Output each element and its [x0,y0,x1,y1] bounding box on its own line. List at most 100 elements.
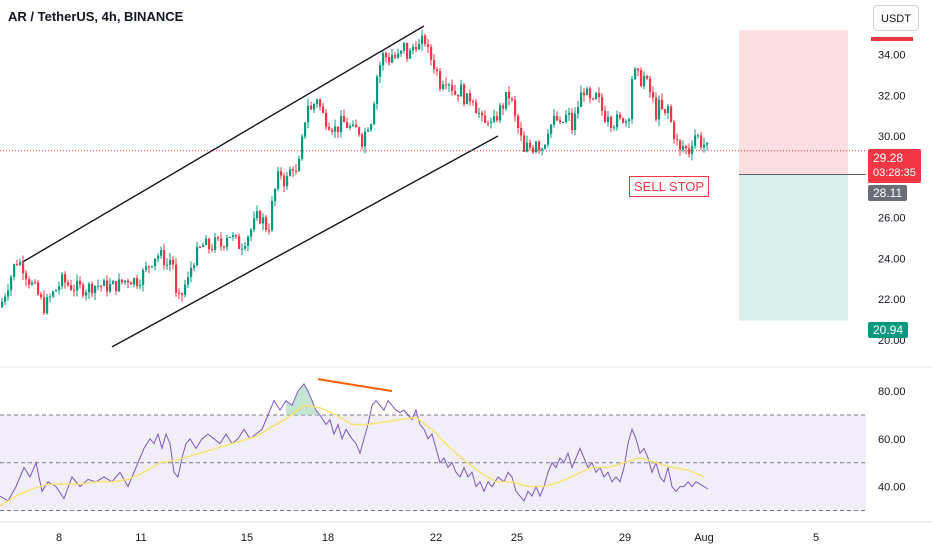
candle-body [697,135,700,137]
candle-body [562,122,565,124]
candle-body [505,91,508,109]
candle-body [196,246,199,266]
candle-body [358,127,361,135]
candle-body [667,106,670,114]
candle-body [142,270,145,285]
candle-body [520,128,523,136]
candle-body [439,71,442,89]
candle-body [652,92,655,98]
candle-body [238,236,241,249]
candle-body [289,169,292,176]
candle-body [112,281,115,285]
candle-body [316,99,319,104]
bar-countdown: 03:28:35 [873,167,916,179]
rsi-tick-label: 80.00 [878,386,906,398]
time-tick-label: Aug [694,532,714,544]
candle-body [64,274,67,283]
candle-body [61,274,64,287]
time-tick-label: 5 [813,532,819,544]
candle-body [346,122,349,128]
candle-body [517,115,520,129]
candle-body [649,78,652,93]
time-axis[interactable]: 8 11 15 18 22 25 29 Aug 5 [0,521,932,544]
candle-body [367,129,370,132]
candle-body [52,291,55,297]
rsi-tick-label: 40.00 [878,482,906,494]
candle-body [496,116,499,121]
candle-body [670,106,673,122]
candle-body [682,146,685,150]
symbol-title[interactable]: AR / TetherUS, 4h, BINANCE [8,9,184,24]
candle-body [67,282,70,286]
candle-body [499,105,502,121]
candle-body [109,284,112,292]
entry-price-tag: 28.11 [868,185,908,201]
candle-body [673,121,676,140]
candle-body [85,292,88,296]
candle-body [331,129,334,132]
candle-body [118,279,121,292]
candle-body [451,84,454,91]
candle-body [481,112,484,116]
take-profit-zone[interactable] [739,174,848,321]
candle-body [166,264,169,266]
rsi-pane[interactable]: 40.00 60.00 80.00 [0,378,906,511]
candle-body [115,281,118,292]
channel-lower-line[interactable] [111,135,499,348]
candle-body [637,68,640,71]
candle-body [502,105,505,109]
candle-body [454,90,457,95]
candle-body [211,249,214,251]
candle-body [181,293,184,295]
candle-body [37,282,40,295]
current-price-tag: 29.28 03:28:35 [868,149,921,183]
candle-body [235,235,238,237]
time-tick-label: 22 [430,532,442,544]
candle-body [382,53,385,66]
candle-body [478,112,481,114]
ascending-channel[interactable] [21,25,499,348]
candle-body [253,218,256,230]
candle-body [415,46,418,50]
candle-body [607,116,610,122]
candle-body [76,280,79,291]
time-tick-label: 8 [56,532,62,544]
short-position-zones[interactable] [739,30,848,321]
candle-body [283,175,286,187]
candle-body [133,278,136,285]
candle-body [406,42,409,59]
candle-body [151,266,154,268]
candle-body [343,116,346,123]
candle-body [514,99,517,116]
candle-body [298,158,301,172]
candle-body [457,94,460,97]
candle-body [535,141,538,153]
candle-body [595,93,598,100]
candlestick-series [1,29,709,315]
candle-body [250,229,253,237]
price-tick-label: 30.00 [878,131,906,143]
candle-body [214,237,217,250]
channel-upper-line[interactable] [21,25,425,263]
candle-body [280,171,283,176]
price-tick-label: 32.00 [878,90,906,102]
candle-body [19,262,22,265]
candle-body [394,55,397,58]
candle-body [577,106,580,114]
candle-body [592,98,595,100]
candle-body [538,141,541,151]
stop-loss-zone[interactable] [739,30,848,175]
candle-body [541,148,544,151]
candle-body [223,246,226,248]
candle-body [319,99,322,107]
time-tick-label: 25 [511,532,523,544]
currency-button[interactable]: USDT [873,5,919,31]
candle-body [349,126,352,128]
candle-body [295,170,298,172]
candle-body [676,139,679,141]
candle-body [154,258,157,267]
candle-body [409,50,412,59]
sell-stop-label[interactable]: SELL STOP [629,176,710,197]
bearish-divergence-line[interactable] [317,378,393,393]
